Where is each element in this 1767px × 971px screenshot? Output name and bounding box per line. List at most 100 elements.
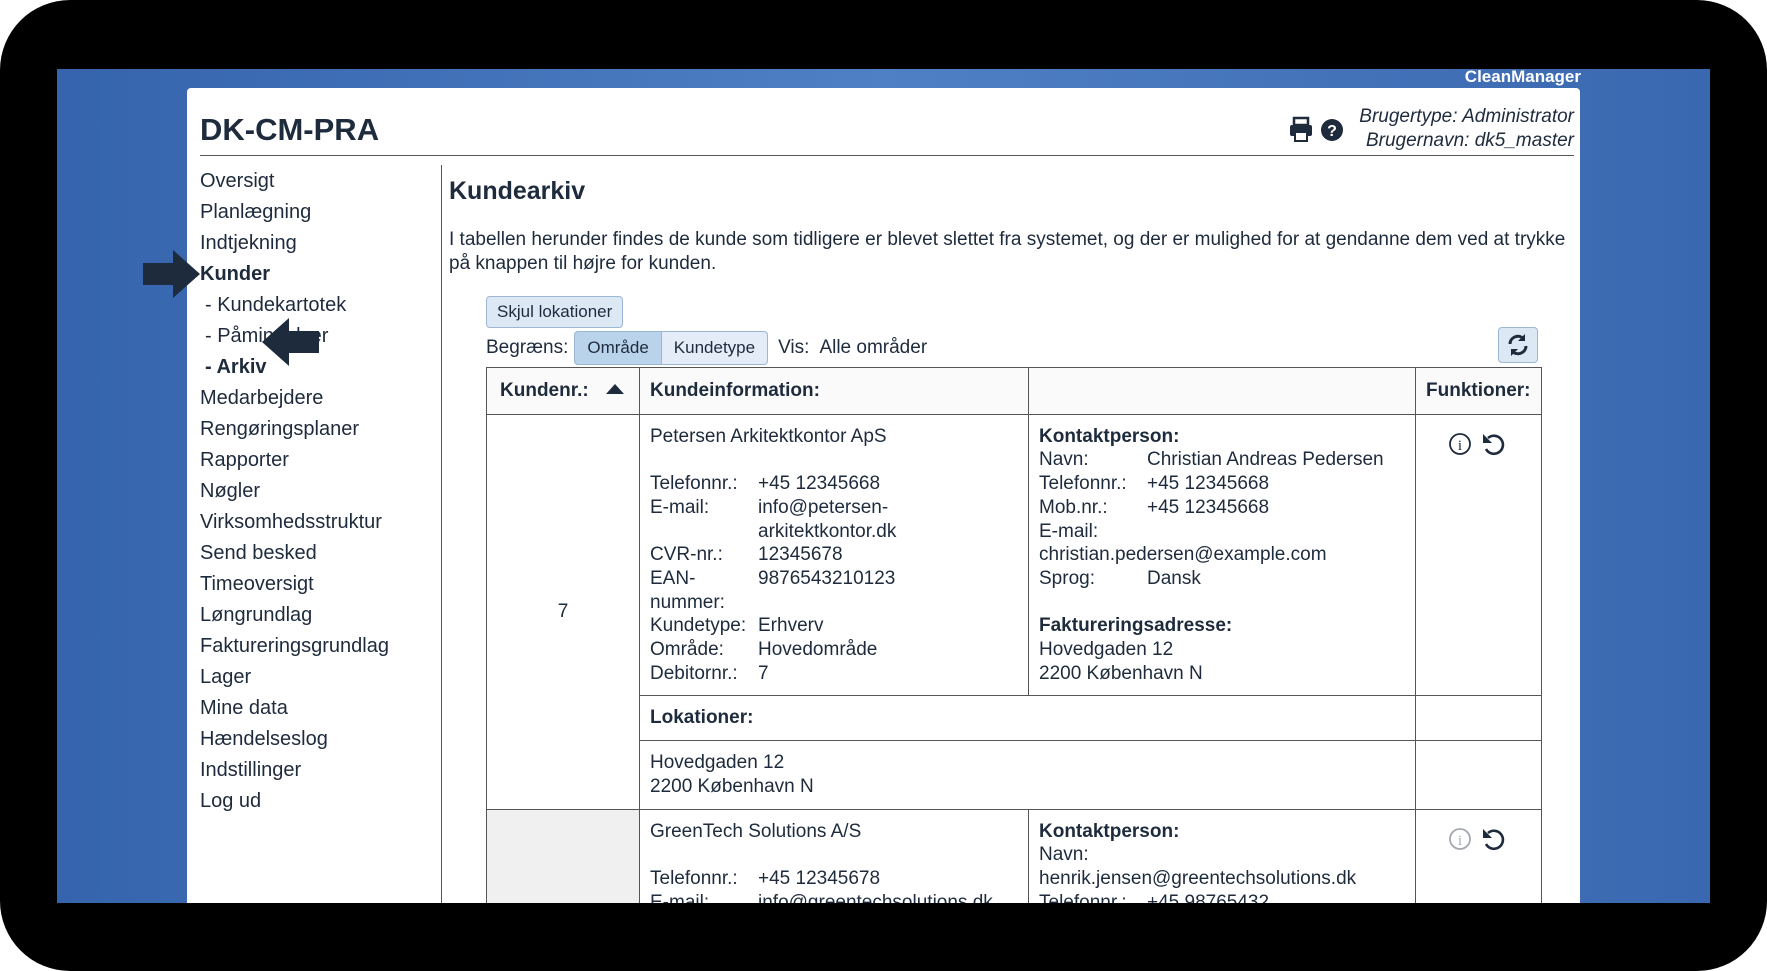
field-label: EAN-nummer: — [650, 567, 725, 613]
address-line: 2200 København N — [650, 775, 814, 797]
nav-item[interactable]: Virksomhedsstruktur — [200, 511, 382, 533]
actions: i — [1415, 413, 1542, 697]
nav-item[interactable]: Nøgler — [200, 480, 261, 502]
header-text: Kundenr.: — [500, 380, 589, 401]
field-label: E-mail: — [1039, 520, 1099, 542]
empty-cell — [1415, 740, 1542, 810]
nav-item[interactable]: Rapporter — [200, 449, 289, 471]
field-list: Navn: Christian Andreas Pedersen Telefonnr… — [1039, 448, 1405, 590]
field-label: Kundetype: — [650, 615, 747, 637]
nav-item[interactable]: Planlægning — [200, 201, 312, 223]
nav-item[interactable]: Lager — [200, 666, 252, 688]
actions: i — [1415, 808, 1542, 903]
field-label: E-mail: — [650, 891, 710, 903]
contact-info: Kontaktperson: Navn: henrik.jensen@greente… — [1028, 808, 1416, 903]
filter-tab[interactable]: Kundetype — [661, 331, 769, 365]
field-value: Dansk — [1147, 567, 1201, 589]
section-heading: Kontaktperson: — [1039, 820, 1180, 842]
field-label: Mob.nr.: — [1039, 496, 1108, 518]
svg-text:i: i — [1458, 438, 1462, 454]
field-label: Sprog: — [1039, 567, 1095, 589]
column-header[interactable]: Kundenr.: — [486, 367, 640, 415]
nav-item[interactable]: Log ud — [200, 790, 262, 812]
user-info: Brugertype: Administrator Brugernavn: dk5… — [1359, 105, 1574, 153]
field-value: +45 12345668 — [1147, 473, 1270, 495]
divider — [200, 155, 1574, 156]
field-value: 12345678 — [758, 544, 843, 566]
address-line: Hovedgaden 12 — [1039, 639, 1174, 661]
view-value: Alle områder — [819, 337, 928, 358]
locations: Hovedgaden 12 2200 København N — [639, 740, 1416, 810]
field-value: info@greentechsolutions.dk — [758, 891, 993, 903]
restore-icon[interactable] — [1483, 433, 1505, 455]
section-heading: Kontaktperson: — [1039, 425, 1180, 447]
user-type: Brugertype: Administrator — [1359, 106, 1574, 127]
arrows — [143, 250, 319, 366]
content: Kundearkiv I tabellen herunder findes de… — [449, 165, 1574, 903]
page-heading: Kundearkiv — [449, 177, 586, 205]
field-value: +45 98765432 — [1147, 891, 1270, 903]
nav-item[interactable]: Oversigt — [200, 170, 275, 192]
view-label: Vis: — [778, 337, 810, 358]
customer-info: Petersen Arkitektkontor ApS Telefonnr.: +4… — [639, 413, 1029, 697]
info-icon[interactable]: i — [1449, 432, 1472, 455]
empty-cell — [1415, 695, 1542, 742]
help-icon[interactable]: ? — [1321, 119, 1343, 141]
nav-item[interactable]: Faktureringsgrundlag — [200, 635, 389, 657]
nav-item[interactable]: Indstillinger — [200, 759, 302, 781]
panel: DK-CM-PRA ? Brugertype: Administrator Bru… — [187, 88, 1580, 903]
field-value: 7 — [758, 662, 769, 684]
customer-name: GreenTech Solutions A/S — [650, 820, 862, 842]
nav-item[interactable]: Medarbejdere — [200, 387, 324, 409]
sort-icon — [605, 384, 624, 394]
field-value: Erhverv — [758, 615, 824, 637]
section-heading: Faktureringsadresse: — [1039, 615, 1233, 637]
field-value: +45 12345668 — [1147, 496, 1270, 518]
nav-item[interactable]: Rengøringsplaner — [200, 418, 359, 440]
svg-text:i: i — [1458, 833, 1462, 849]
filter-tab[interactable]: Område — [574, 331, 662, 365]
field-label: christian.pedersen@example.com — [1039, 544, 1327, 566]
nav-item[interactable]: Indtjekning — [200, 232, 297, 254]
field-label: Telefonnr.: — [1039, 891, 1127, 903]
contact-info: Kontaktperson: Navn: Christian Andreas Ped… — [1028, 413, 1416, 697]
nav-item[interactable]: - Kundekartotek — [205, 294, 347, 316]
customer-name: Petersen Arkitektkontor ApS — [650, 425, 887, 447]
field-label: E-mail: — [650, 496, 710, 518]
nav-item[interactable]: Hændelseslog — [200, 728, 328, 750]
print-icon[interactable] — [1290, 116, 1312, 142]
field-value: 9876543210123 — [758, 567, 896, 589]
header-row: Kundenr.: Kundeinformation: Funktioner: — [486, 367, 1542, 415]
field-value: +45 12345678 — [758, 867, 881, 889]
address-line: 2200 København N — [1039, 662, 1203, 684]
nav-item[interactable]: - Arkiv — [205, 356, 267, 378]
restore-icon[interactable] — [1483, 828, 1505, 850]
info-icon[interactable]: i — [1449, 827, 1472, 850]
svg-text:?: ? — [1327, 123, 1337, 140]
customer-number — [486, 808, 640, 903]
row-actions: i — [1449, 827, 1505, 850]
nav-item[interactable]: Mine data — [200, 697, 288, 719]
field-label: CVR-nr.: — [650, 544, 723, 566]
nav-item[interactable]: Send besked — [200, 542, 317, 564]
customer-number: 7 — [486, 413, 640, 810]
nav-menu: Oversigt Planlægning Indtjekning Kunder - Ku… — [200, 166, 389, 817]
field-label: Navn: — [1039, 844, 1089, 866]
toggle-button[interactable]: Skjul lokationer — [486, 296, 624, 328]
field-label: Telefonnr.: — [1039, 473, 1127, 495]
filter-bar: Begræns: Område Kundetype Vis: Alle områd… — [486, 327, 1538, 365]
section-heading: Lokationer: — [639, 695, 1416, 742]
field-label: Telefonnr.: — [650, 473, 738, 495]
archive-table: Kundenr.: Kundeinformation: Funktioner: … — [486, 367, 1542, 903]
nav-item[interactable]: Timeoversigt — [200, 573, 314, 595]
nav-item[interactable]: Kunder — [200, 263, 270, 285]
refresh-button[interactable] — [1498, 327, 1538, 363]
field-label: Område: — [650, 639, 724, 661]
row-actions: i — [1449, 432, 1505, 455]
field-list: Telefonnr.: +45 12345668 E-mail: info@peter… — [650, 472, 1018, 685]
field-label: Telefonnr.: — [650, 867, 738, 889]
locations-row: Hovedgaden 12 2200 København N — [487, 740, 1542, 810]
nav-item[interactable]: Løngrundlag — [200, 604, 313, 626]
field-label: Navn: — [1039, 449, 1089, 471]
